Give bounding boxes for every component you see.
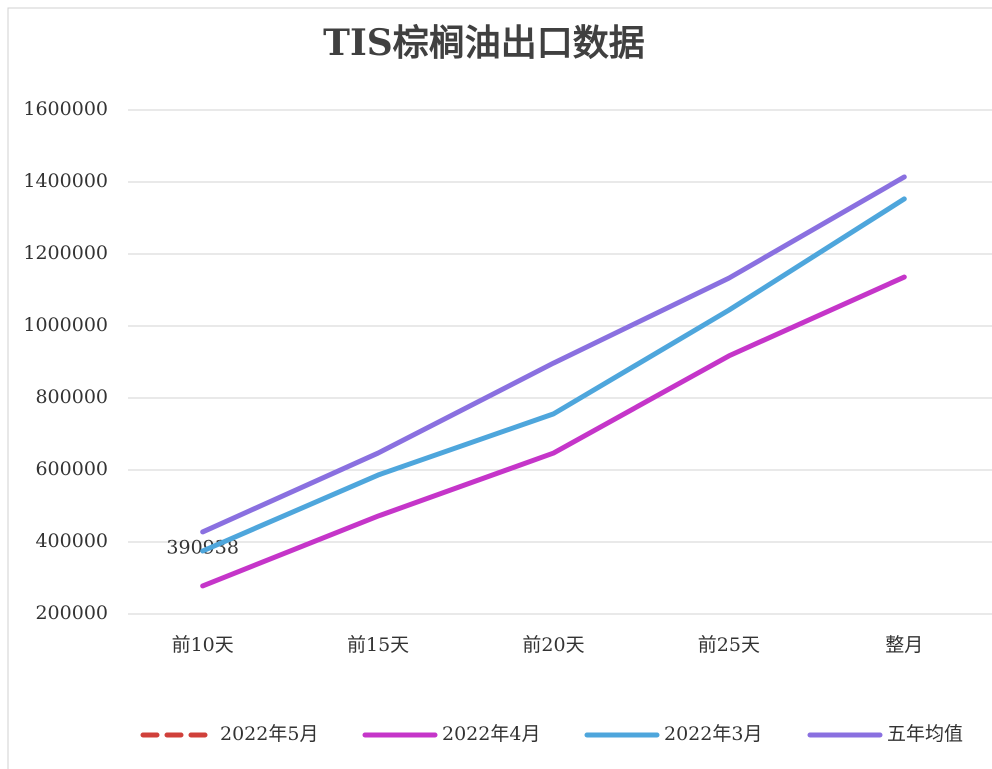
series-line — [200, 274, 907, 589]
legend-label: 2022年4月 — [442, 723, 540, 745]
series-line — [200, 174, 907, 535]
legend-label: 2022年5月 — [220, 723, 318, 745]
y-tick-label: 200000 — [35, 602, 108, 624]
legend-label: 五年均值 — [887, 723, 963, 745]
y-tick-label: 1200000 — [23, 242, 108, 264]
y-tick-label: 800000 — [35, 386, 108, 408]
x-tick-label: 前10天 — [172, 634, 234, 656]
y-tick-label: 600000 — [35, 458, 108, 480]
legend-label: 2022年3月 — [664, 723, 762, 745]
x-tick-label: 前15天 — [347, 634, 409, 656]
chart-title: TIS棕榈油出口数据 — [323, 22, 645, 64]
y-tick-label: 1000000 — [23, 314, 108, 336]
y-tick-label: 1600000 — [23, 98, 108, 120]
y-tick-label: 1400000 — [23, 170, 108, 192]
series-line — [200, 196, 907, 554]
x-tick-label: 前20天 — [522, 634, 584, 656]
x-tick-label: 整月 — [885, 634, 923, 656]
y-tick-label: 400000 — [35, 530, 108, 552]
x-tick-label: 前25天 — [698, 634, 760, 656]
